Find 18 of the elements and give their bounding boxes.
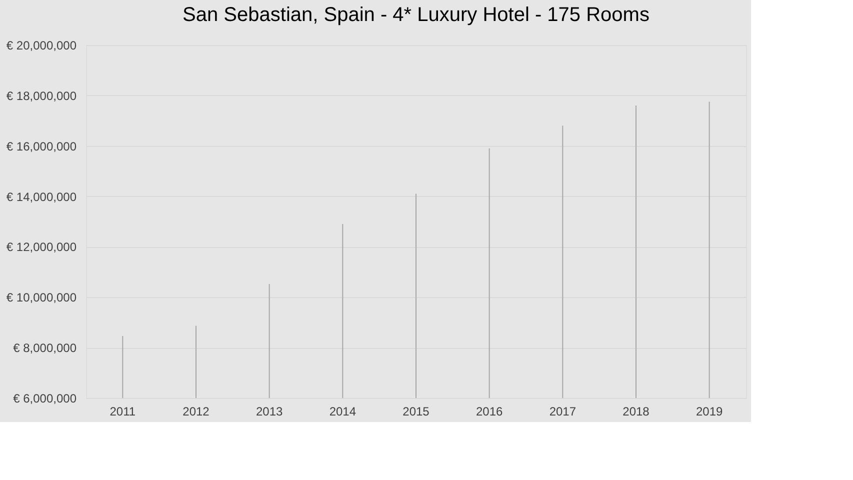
y-tick-label: € 6,000,000 xyxy=(13,392,77,406)
x-tick-label: 2011 xyxy=(110,404,136,418)
x-tick-label: 2018 xyxy=(622,404,650,418)
y-tick-label: € 10,000,000 xyxy=(6,290,77,305)
y-tick-label: € 16,000,000 xyxy=(6,139,77,154)
y-tick-label: € 18,000,000 xyxy=(6,88,77,103)
x-tick-label: 2016 xyxy=(476,404,504,418)
y-tick-label: € 14,000,000 xyxy=(6,190,77,204)
x-tick-label: 2019 xyxy=(696,404,724,418)
y-tick-label: € 8,000,000 xyxy=(13,341,77,356)
y-tick-label: € 12,000,000 xyxy=(6,240,77,254)
chart-title: San Sebastian, Spain - 4* Luxury Hotel - 175 Rooms xyxy=(182,4,650,26)
x-tick-label: 2017 xyxy=(549,404,576,418)
x-tick-label: 2013 xyxy=(256,404,284,418)
y-tick-label: € 20,000,000 xyxy=(6,38,77,52)
x-tick-label: 2012 xyxy=(182,404,210,418)
x-tick-label: 2015 xyxy=(402,404,430,418)
x-tick-label: 2014 xyxy=(329,404,356,418)
